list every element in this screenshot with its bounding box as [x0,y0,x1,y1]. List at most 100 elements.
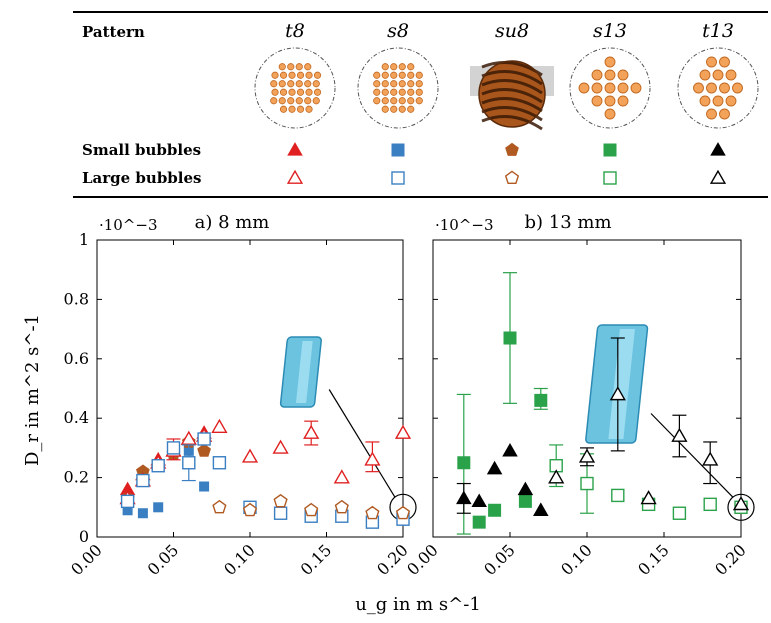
panel-a-8mm: 0.00 0.05 0.10 0.15 0.20 0 0.2 0.4 0.6 0.8 1 a) 8 m… [64,212,417,579]
pattern-t13-icon [677,47,759,129]
legend-marker-large-t8 [286,169,304,184]
data-point [273,493,288,508]
x-axis-label: u_g in m s^-1 [355,594,481,615]
data-point [166,441,181,455]
data-point [488,503,502,517]
data-point [580,476,594,491]
data-point [197,432,211,446]
series-s8-large [120,432,410,529]
row-label-small-bubbles: Small bubbles [82,141,201,159]
data-point [199,481,210,492]
legend-marker-large-s8 [391,171,405,185]
data-point [272,439,289,454]
pattern-name-su8: su8 [495,20,529,42]
x-tick-label: 0.10 [220,540,259,579]
data-point [136,473,150,488]
data-point [456,490,472,505]
x-tick-label: 0.20 [711,540,750,579]
y-multiplier: ·10^−3 [99,216,158,234]
data-point [578,448,596,463]
data-point [533,502,549,516]
pattern-header: Pattern [82,23,145,41]
x-tick-label: 0.20 [373,540,412,579]
row-label-large-bubbles: Large bubbles [82,169,201,187]
legend-marker-large-su8 [504,170,520,185]
data-point [395,505,411,520]
x-tick-label: 0.00 [403,540,442,579]
legend-marker-small-t13 [710,142,726,156]
data-point [471,493,487,508]
data-point [457,456,471,470]
data-point [273,506,288,520]
panel-title: a) 8 mm [195,212,270,233]
y-multiplier: ·10^−3 [435,216,494,234]
x-tick-label: 0.15 [634,540,673,579]
data-point [137,508,148,519]
data-point [120,494,135,509]
data-point [703,497,717,512]
pattern-s13-icon [569,47,651,129]
data-point [182,456,196,470]
pattern-name-s8: s8 [387,20,409,42]
x-tick-label: 0.05 [480,540,519,579]
bubble-photo-inset [279,336,417,521]
data-point [534,393,548,407]
y-tick-label: 0.8 [64,289,89,308]
pattern-legend-table: Pattern Small bubbles Large bubbles t8 s8… [73,11,768,198]
data-point [364,451,381,466]
pattern-s8-icon [357,47,439,129]
data-point [517,481,534,496]
x-tick-label: 0.15 [297,540,336,579]
y-tick-label: 0.4 [64,408,89,427]
legend-marker-small-su8 [505,142,519,156]
panel-title: b) 13 mm [524,212,611,233]
pattern-name-t8: t8 [285,20,305,42]
series-su8-large [212,493,411,520]
data-point [334,499,349,514]
pattern-name-t13: t13 [702,20,734,42]
series-su8-small [120,434,211,505]
data-point [640,490,657,505]
data-point [671,427,688,442]
bubble-photo-inset [585,324,755,521]
data-point [365,505,380,520]
data-point [486,460,503,475]
legend-marker-small-t8 [287,142,303,156]
x-tick-label: 0.05 [144,540,183,579]
y-tick-label: 0.6 [64,349,89,368]
data-point [611,488,625,503]
data-point [212,499,227,514]
data-point [180,430,197,445]
data-point [702,451,719,466]
legend-marker-large-s13 [603,171,617,185]
data-point [242,502,258,517]
data-point [153,502,164,513]
pattern-su8-icon [470,60,554,131]
data-point [502,442,518,457]
data-point [609,386,626,401]
data-point [211,418,228,433]
data-point [548,469,565,484]
pattern-t8-icon [254,47,336,129]
legend-marker-large-t13 [709,169,727,184]
data-point [518,494,532,508]
inset-anchor-circle [727,493,755,521]
data-point [197,443,211,457]
data-point [503,331,517,345]
x-tick-label: 0.10 [557,540,596,579]
data-point [333,469,350,484]
y-tick-label: 0 [79,527,89,546]
shared-axis-labels: u_g in m s^-1 D_r in m^2 s^-1 [22,314,481,615]
series-t13-large [548,337,750,511]
y-tick-label: 0.2 [64,468,89,487]
data-point [732,496,750,511]
series-s13-small [456,272,548,535]
y-tick-label: 1 [79,230,89,249]
series-t13-small [456,442,549,516]
plots: 0.00 0.05 0.10 0.15 0.20 0 0.2 0.4 0.6 0.8 1 a) 8 m… [22,212,755,615]
data-point [303,424,320,439]
data-point [672,506,687,520]
plot-frame [96,239,404,538]
data-point [212,456,227,470]
data-point [241,448,259,463]
